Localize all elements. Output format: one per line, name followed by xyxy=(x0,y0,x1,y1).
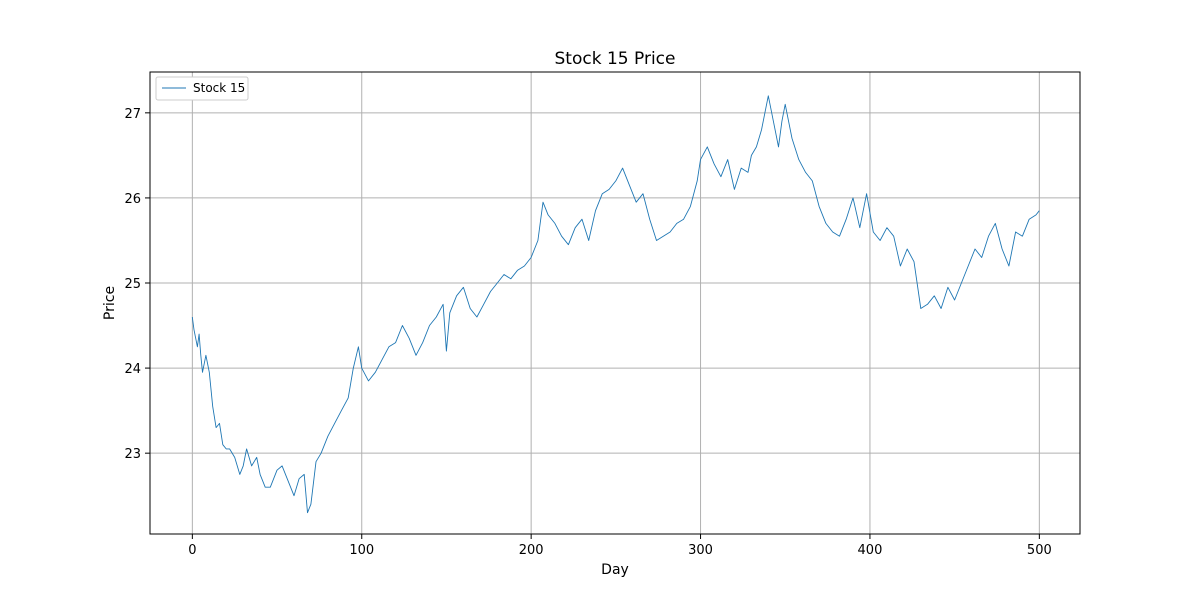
legend-label: Stock 15 xyxy=(193,81,245,95)
series-line xyxy=(191,95,1040,514)
grid xyxy=(150,72,1080,534)
ticks: 0 100 200 300 400 500 23 24 25 26 27 xyxy=(124,107,1051,558)
x-tick-label: 300 xyxy=(688,543,713,558)
series-layer xyxy=(191,95,1040,514)
y-tick-label: 26 xyxy=(124,192,141,207)
y-axis-label: Price xyxy=(102,286,118,320)
y-tick-label: 23 xyxy=(124,447,141,462)
x-tick-label: 100 xyxy=(349,543,374,558)
x-tick-label: 200 xyxy=(519,543,544,558)
plot-frame xyxy=(149,71,1081,535)
y-tick-label: 27 xyxy=(124,107,141,122)
y-tick-label: 25 xyxy=(124,277,141,292)
x-tick-label: 400 xyxy=(858,543,883,558)
legend-box xyxy=(155,76,249,101)
x-axis-label: Day xyxy=(601,562,629,578)
x-tick-label: 0 xyxy=(188,543,196,558)
legend: Stock 15 xyxy=(155,76,249,101)
x-tick-label: 500 xyxy=(1027,543,1052,558)
chart-title: Stock 15 Price xyxy=(555,49,676,69)
y-tick-label: 24 xyxy=(124,362,141,377)
